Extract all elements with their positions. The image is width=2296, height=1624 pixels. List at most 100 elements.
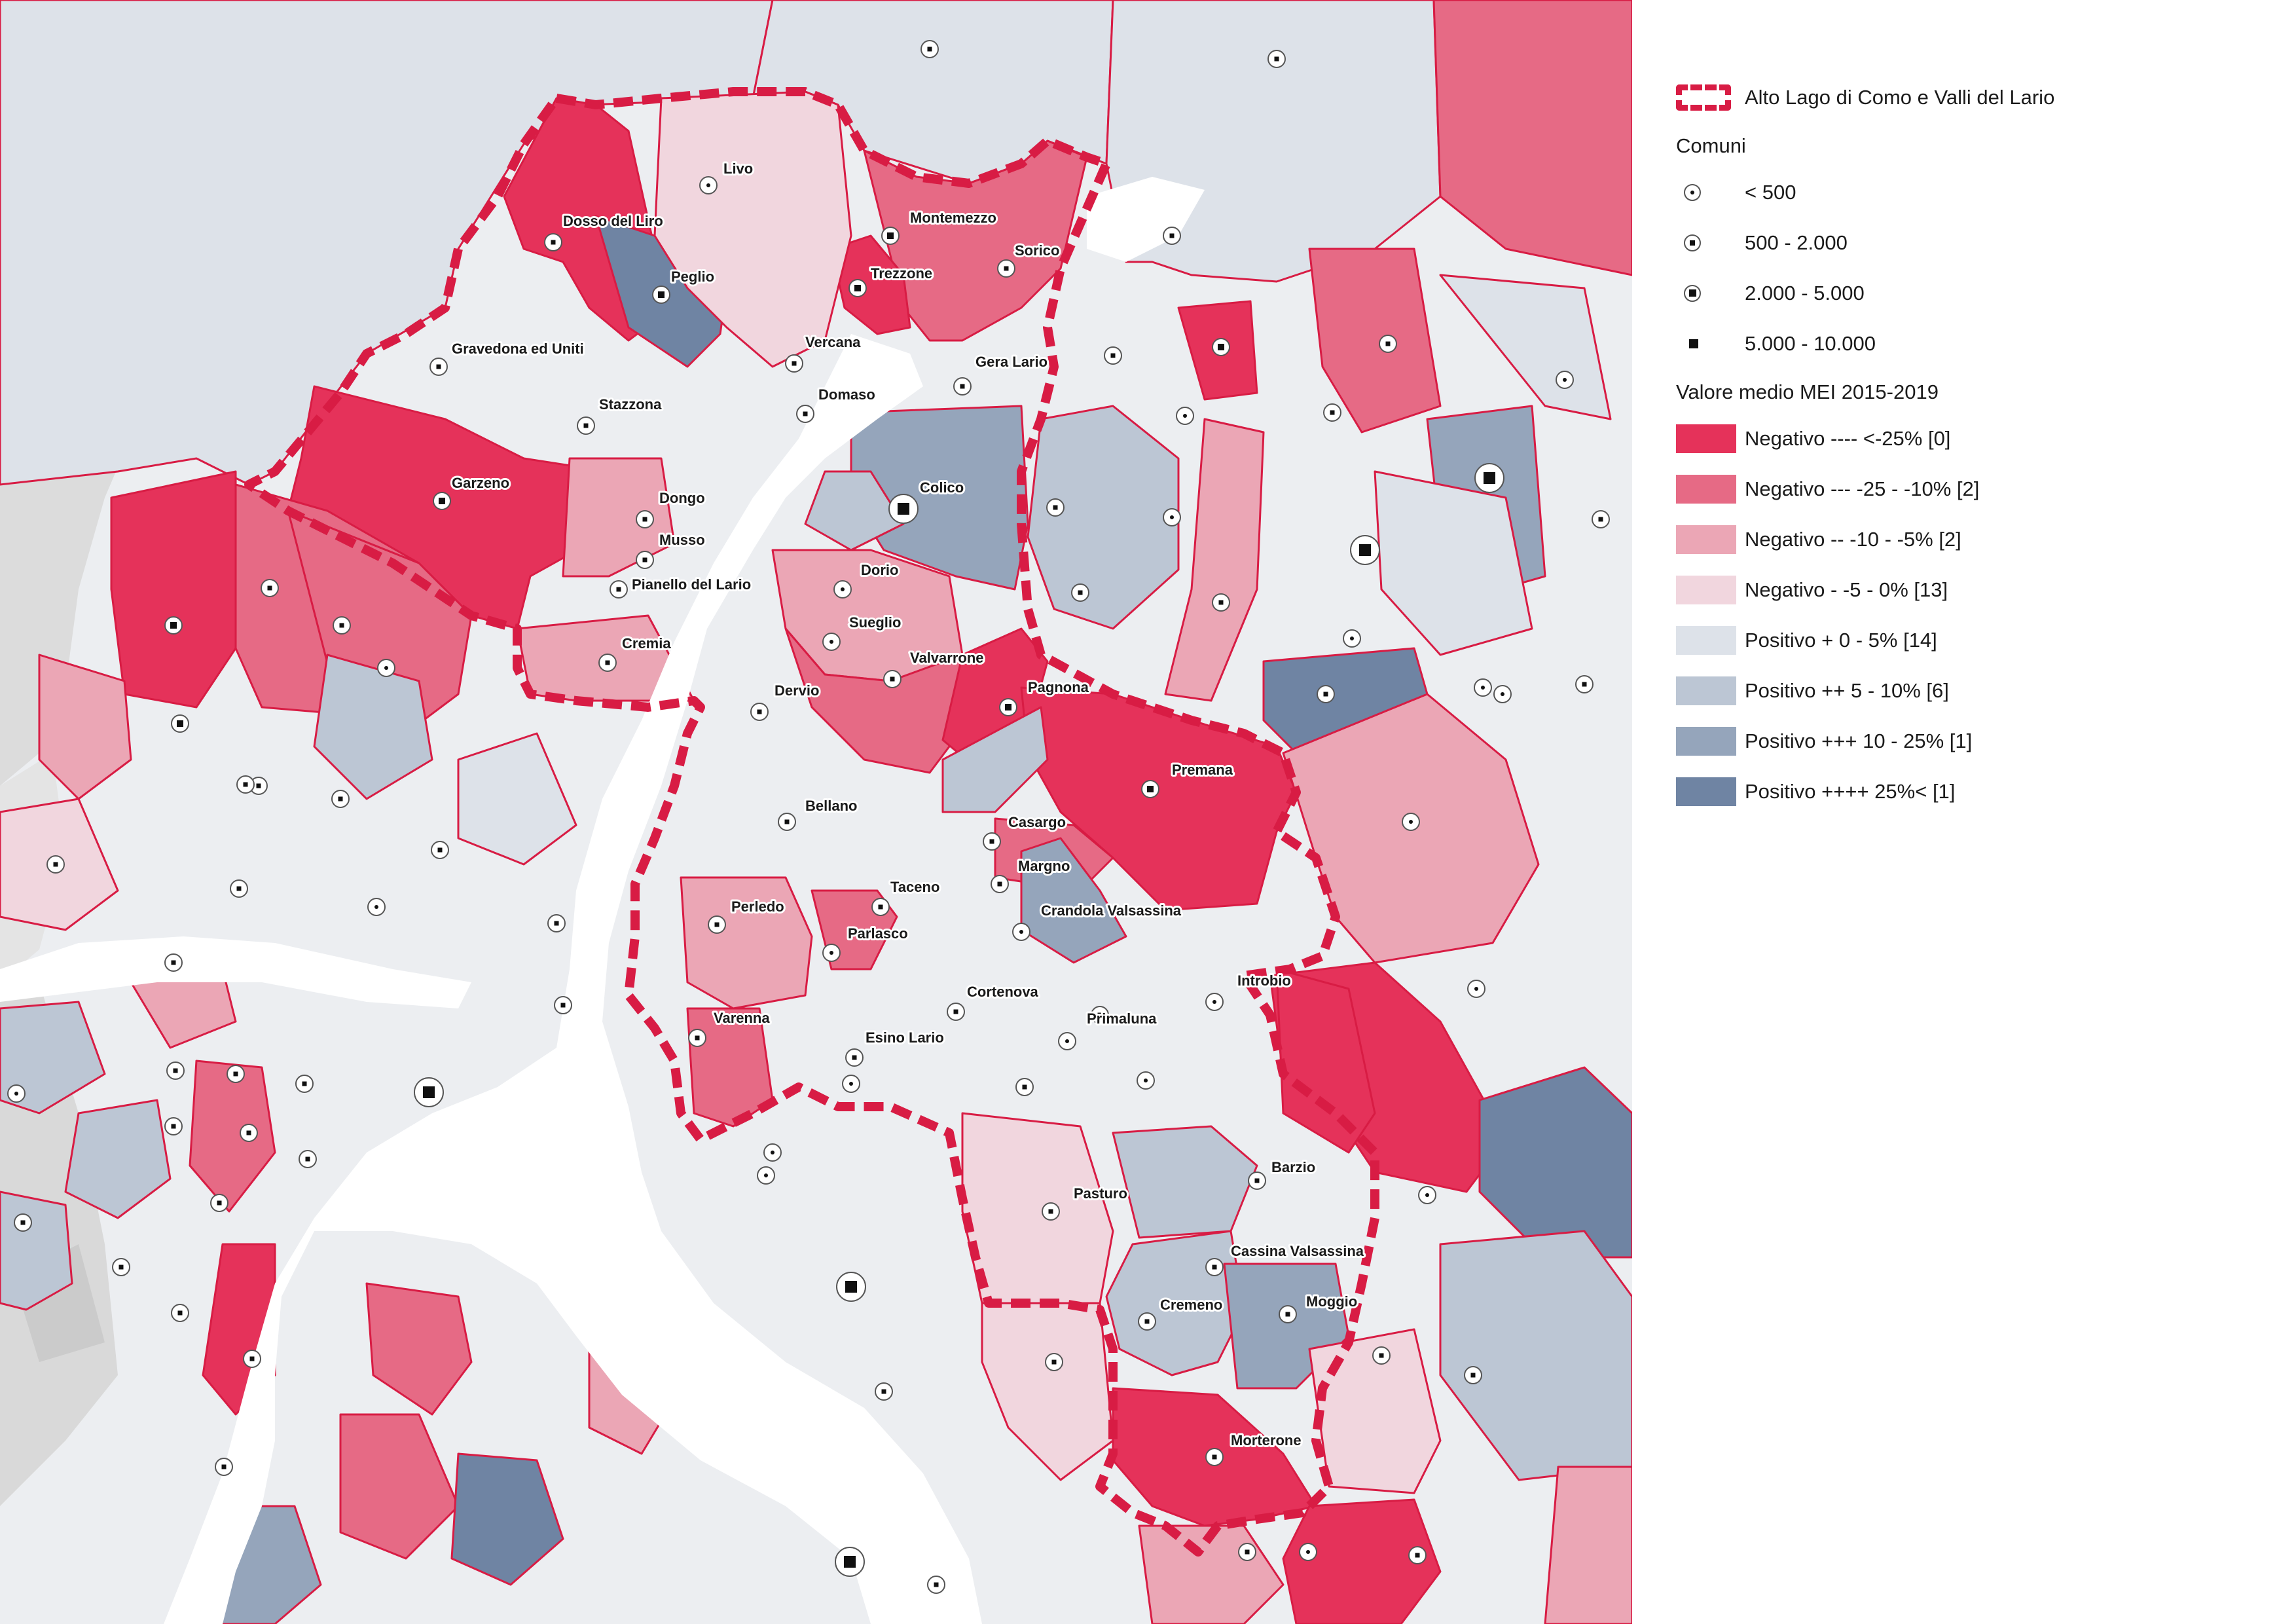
comune-marker-center: [1501, 692, 1504, 696]
place-label: Perledo: [731, 898, 784, 915]
comune-marker-center: [792, 361, 797, 366]
comune-marker-center: [53, 862, 58, 867]
comune-marker-center: [1409, 820, 1413, 824]
comune-marker-center: [890, 676, 895, 682]
municipality-polygon: [365, 1282, 473, 1416]
comune-marker-center: [706, 183, 710, 187]
comune-marker-center: [170, 622, 177, 629]
municipality-polygon: [38, 654, 132, 800]
comune-marker-center: [305, 1156, 310, 1162]
municipality-polygon: [1275, 968, 1376, 1154]
legend-comuni-item: 500 - 2.000: [1676, 217, 2265, 268]
comune-marker-center: [1323, 692, 1328, 697]
comune-marker-center: [1218, 600, 1224, 605]
place-label: Gera Lario: [975, 354, 1048, 370]
municipality-polygon: [450, 1452, 564, 1586]
medium-square-icon: [1684, 284, 1701, 302]
comune-marker-center: [1415, 1553, 1420, 1558]
comune-marker-center: [1425, 1193, 1429, 1197]
comune-marker-center: [642, 557, 647, 563]
comune-marker-center: [551, 240, 556, 245]
legend-class-item: Negativo --- -25 - -10% [2]: [1676, 464, 2265, 514]
legend-boundary-label: Alto Lago di Como e Valli del Lario: [1745, 85, 2055, 109]
municipality-polygon: [1027, 405, 1180, 630]
comune-marker-center: [845, 1281, 857, 1293]
municipality-polygon: [830, 234, 911, 335]
dot-icon: [1684, 183, 1701, 201]
comune-marker-center: [695, 1035, 700, 1041]
place-label: Livo: [723, 160, 753, 177]
legend-comuni-label: 2.000 - 5.000: [1745, 281, 1865, 304]
comune-marker-center: [1350, 637, 1354, 640]
legend-comuni-label: 5.000 - 10.000: [1745, 331, 1876, 355]
comune-marker-center: [1212, 1000, 1216, 1004]
comune-marker-center: [1170, 515, 1174, 519]
legend-class-label: Positivo ++++ 25%< [1]: [1745, 779, 1956, 803]
class-swatch: [1676, 676, 1736, 705]
municipality-polygon: [1282, 1498, 1442, 1624]
legend-comuni-label: < 500: [1745, 180, 1796, 204]
legend-boundary-item: Alto Lago di Como e Valli del Lario: [1676, 72, 2265, 122]
comune-marker-center: [784, 819, 790, 824]
place-label: Cortenova: [967, 984, 1039, 1000]
legend-class-label: Positivo +++ 10 - 25% [1]: [1745, 729, 1973, 752]
municipality-polygon: [1439, 1230, 1632, 1481]
legend-comuni-title: Comuni: [1676, 134, 1746, 157]
legend-comuni-label: 500 - 2.000: [1745, 231, 1848, 254]
legend-class-item: Negativo ---- <-25% [0]: [1676, 413, 2265, 464]
class-swatch: [1676, 575, 1736, 604]
place-label: Trezzone: [871, 265, 932, 282]
comune-marker-center: [1110, 353, 1116, 358]
class-swatch: [1676, 777, 1736, 806]
municipality-polygon: [941, 706, 1049, 813]
comune-marker-center: [560, 1003, 566, 1008]
municipality-polygon: [680, 876, 813, 1010]
legend-class-item: Positivo +++ 10 - 25% [1]: [1676, 716, 2265, 766]
place-label: Primaluna: [1087, 1010, 1157, 1027]
place-label: Dongo: [659, 490, 705, 506]
comune-marker-center: [436, 364, 441, 369]
municipality-polygon: [1020, 686, 1298, 912]
comune-markers: [7, 40, 1610, 1594]
comune-marker-center: [423, 1086, 435, 1098]
place-label: Premana: [1172, 762, 1233, 778]
comune-marker-center: [642, 517, 647, 522]
comune-marker-center: [437, 847, 443, 853]
comune-marker-center: [14, 1092, 18, 1096]
class-swatch: [1676, 525, 1736, 554]
comune-marker-center: [554, 921, 559, 926]
comune-marker-center: [989, 839, 994, 844]
comune-marker-center: [1481, 686, 1485, 690]
comune-marker-center: [1053, 505, 1058, 510]
municipality-polygon: [110, 470, 237, 709]
comune-marker-center: [1274, 56, 1279, 62]
comune-marker-center: [1004, 266, 1009, 271]
comune-marker-center: [1379, 1353, 1384, 1358]
comune-marker-center: [1019, 930, 1023, 934]
comune-marker-center: [1582, 682, 1587, 687]
municipality-polygon: [1439, 274, 1612, 420]
legend-comuni-item: < 500: [1676, 167, 2265, 217]
municipality-polygon: [339, 1413, 460, 1560]
municipality-polygon: [1432, 0, 1632, 276]
comune-marker-center: [1306, 1550, 1310, 1554]
place-label: Crandola Valsassina: [1041, 902, 1182, 919]
comune-marker-center: [1598, 517, 1603, 522]
comune-marker-center: [1563, 378, 1567, 382]
municipality-polygon: [1112, 1125, 1258, 1239]
comune-marker-center: [1051, 1359, 1057, 1365]
comune-marker-center: [217, 1200, 222, 1206]
municipality-polygon: [562, 457, 676, 578]
legend-class-item: Positivo ++ 5 - 10% [6]: [1676, 665, 2265, 716]
place-label: Varenna: [714, 1010, 770, 1026]
place-label: Dorio: [861, 562, 898, 578]
place-label: Casargo: [1008, 814, 1066, 830]
comune-marker-center: [898, 503, 909, 515]
comune-marker-center: [764, 1173, 768, 1177]
map-legend: Alto Lago di Como e Valli del Lario Comu…: [1676, 72, 2265, 817]
municipality-polygon: [313, 654, 433, 800]
class-swatch: [1676, 726, 1736, 756]
comune-marker-center: [854, 285, 861, 291]
choropleth-map[interactable]: Livo Dosso del Liro Peglio Montemezzo So…: [0, 0, 1632, 1624]
comune-marker-center: [1470, 1373, 1476, 1378]
